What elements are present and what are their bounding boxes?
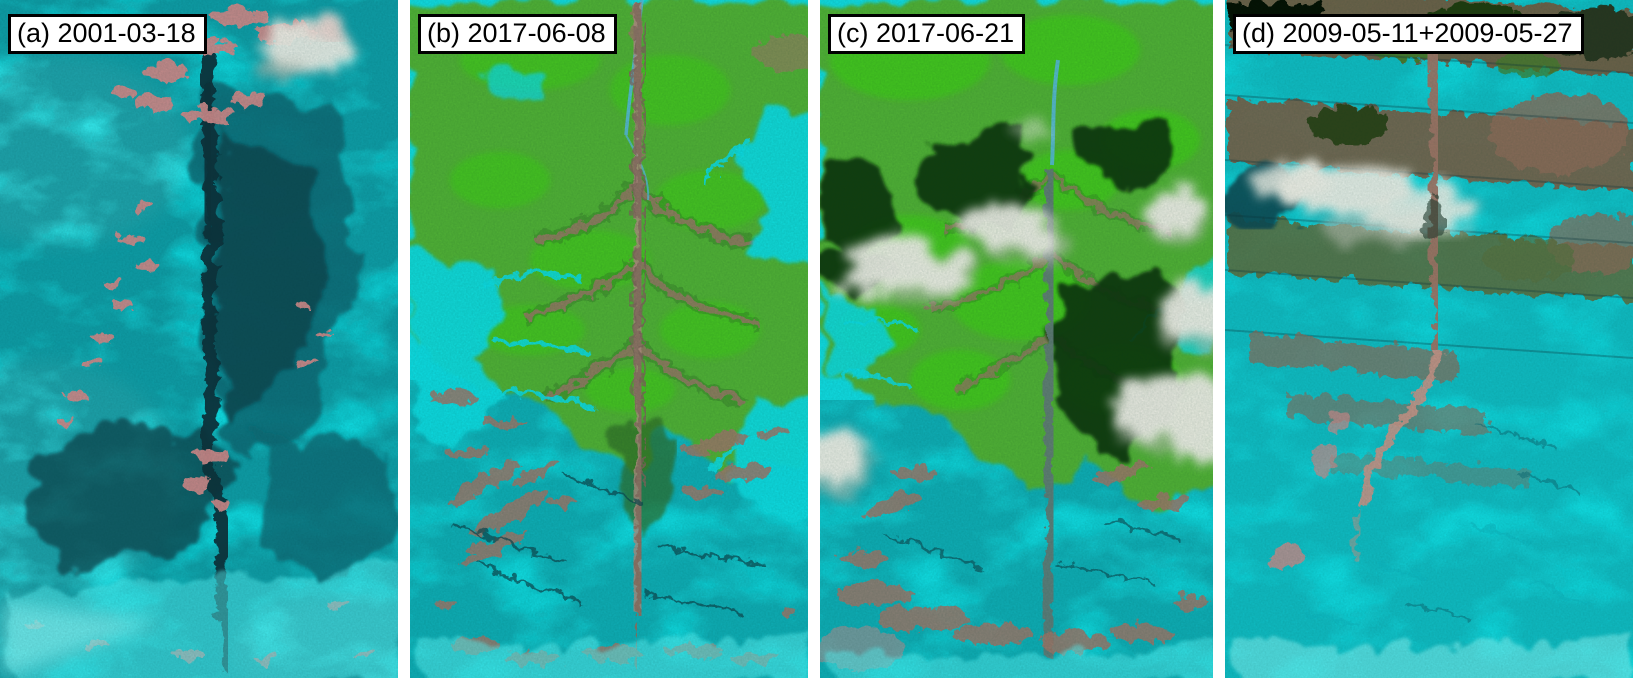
panel-d-image — [1225, 0, 1633, 678]
panel-b-image — [410, 0, 808, 678]
panel-b: (b) 2017-06-08 — [410, 0, 808, 678]
panel-c-label: (c) 2017-06-21 — [828, 14, 1026, 55]
panel-a-image — [0, 0, 398, 678]
panel-c-image — [820, 0, 1213, 678]
panel-a: (a) 2001-03-18 — [0, 0, 398, 678]
panel-b-label: (b) 2017-06-08 — [418, 14, 617, 55]
panel-d: (d) 2009-05-11+2009-05-27 — [1225, 0, 1633, 678]
panel-a-label: (a) 2001-03-18 — [8, 14, 207, 55]
panel-d-label: (d) 2009-05-11+2009-05-27 — [1233, 14, 1584, 55]
panel-c: (c) 2017-06-21 — [820, 0, 1213, 678]
